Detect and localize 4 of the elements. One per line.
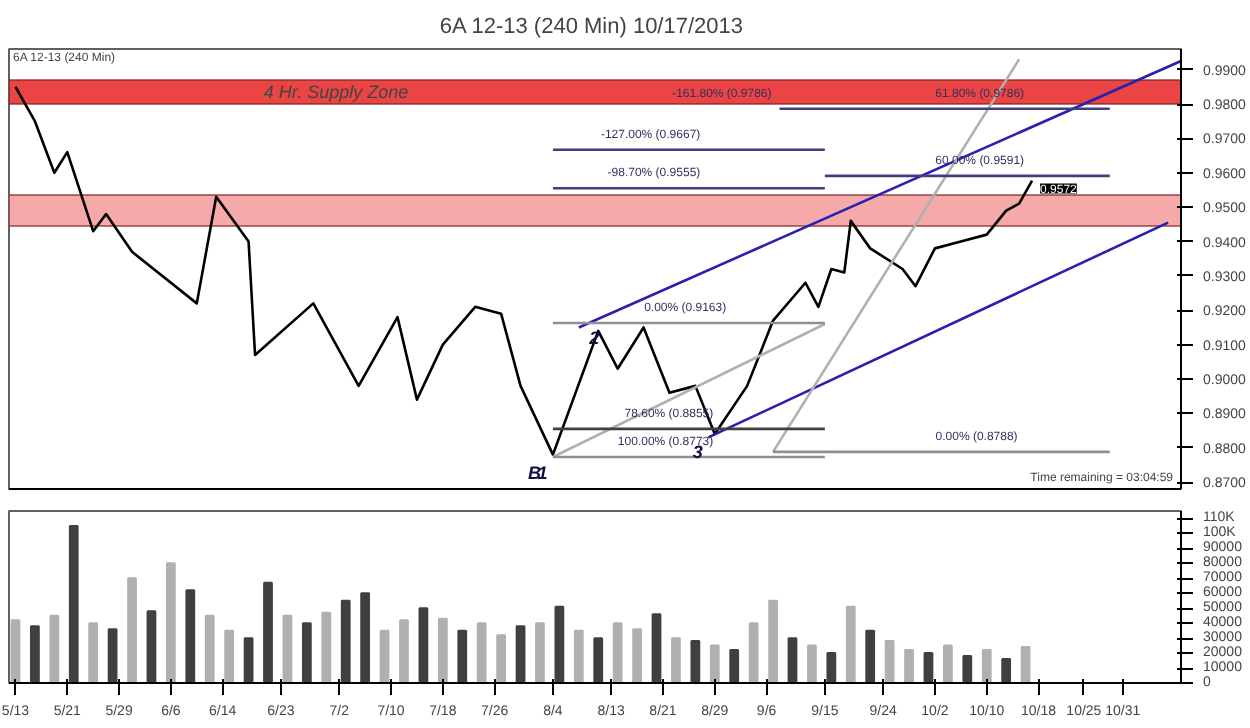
- chart-title: 6A 12-13 (240 Min) 10/17/2013: [439, 15, 744, 39]
- annotation: B: [527, 462, 542, 483]
- band-label: 4 Hr. Supply Zone: [263, 81, 409, 102]
- annotation: 1: [537, 463, 548, 484]
